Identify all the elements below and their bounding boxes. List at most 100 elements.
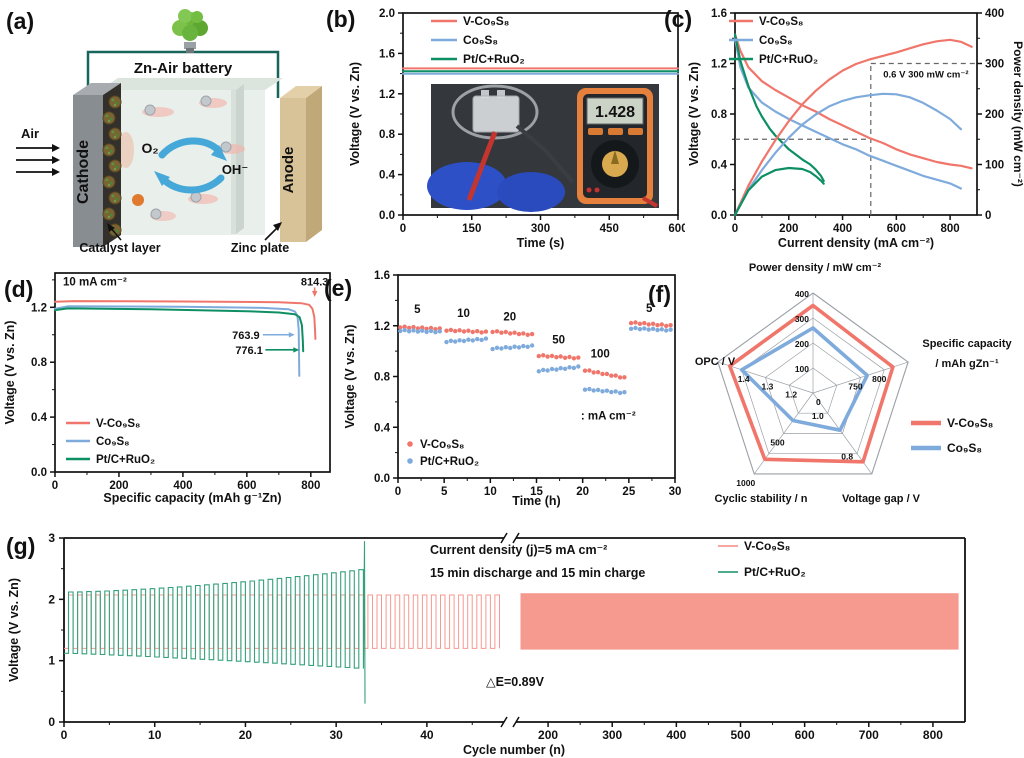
data-point [582,387,588,392]
panel-tag-f: (f) [648,281,671,307]
legend-label: Co₉S₈ [759,35,793,47]
x-tick-label: 800 [923,728,943,742]
multimeter-button [588,128,603,135]
panel-b: 0 150 300 450 600 0.0 0.4 0.8 1.2 1.6 2.0 1.428 V-Co… [345,0,685,255]
legend-label: Pt/C+RuO₂ [96,454,155,466]
data-point [525,344,530,349]
data-point [448,327,454,333]
catalyst-particle [102,111,116,125]
radar-tick-label: 500 [770,437,784,447]
capacity-label: 814.3 [301,276,329,288]
y-axis-title: Voltage (V vs. Zn) [7,578,21,682]
data-point [558,354,563,359]
particle [144,104,156,116]
cycling-curve-green [64,541,366,704]
data-point [587,368,592,373]
panel-d: 0 200 400 600 800 0.0 0.4 0.8 1.2 10 mA cm⁻² 814.3… [0,255,340,510]
orange-particle [132,194,144,206]
speckle [109,213,113,217]
data-point [490,329,495,335]
x-tick-label: 15 [530,486,543,498]
data-curve [733,92,962,217]
data-point [453,328,458,334]
data-point [668,323,673,328]
data-point [664,323,669,329]
legend-label: Pt/C+RuO₂ [759,54,818,66]
data-point [609,389,614,395]
air-arrows: Air [16,126,60,176]
y-tick-label: 0.0 [379,210,395,222]
x-tick-label: 200 [779,223,798,235]
data-point [508,331,513,336]
radar-ring [717,292,909,475]
data-point [508,345,513,351]
particle [200,95,212,107]
data-curve [54,305,301,377]
data-point [628,326,634,331]
x-tick-label: 300 [531,223,550,235]
radar-spoke [717,361,814,394]
data-curve [733,33,973,170]
data-curve [733,166,825,217]
cathode-slab [73,83,122,247]
battery-title: Zn-Air battery [134,60,233,77]
axis-break-mark [500,716,508,728]
cycle-arrow-bottom [158,174,225,194]
speckle [113,199,117,203]
data-point [595,370,601,375]
y-tick-label: 2 [48,592,55,606]
radar-tick-label: 300 [795,314,809,324]
data-point [633,320,638,325]
y-axis-title: Voltage (V vs. Zn) [3,321,17,425]
x-tick-label: 450 [600,223,619,235]
data-curve [54,300,317,340]
y-tick-label: 1 [48,654,55,668]
legend-label: Pt/C+RuO₂ [463,52,525,66]
data-point [646,327,651,332]
legend-swatch [407,441,413,447]
cathode-top [73,83,121,95]
data-point [650,326,656,331]
data-point [604,371,610,377]
bubbles [118,95,245,221]
data-point [554,355,559,360]
o2-label: O₂ [141,140,158,156]
data-point [582,368,588,373]
y-tick-label: 0.8 [374,372,391,384]
bottom-callouts: Catalyst layer Zinc plate [79,222,289,255]
air-arrowhead [52,168,60,176]
legend-label: V-Co₉S₈ [420,439,464,451]
y2-tick-label: 100 [985,160,1004,172]
x-tick-label: 600 [237,480,256,492]
panel-d-chart: 0 200 400 600 800 0.0 0.4 0.8 1.2 10 mA cm⁻² 814.3… [3,272,331,505]
multimeter-button [628,128,643,135]
radar-tick-label: 1000 [736,478,755,488]
data-point [659,327,664,332]
multimeter-reading: 1.428 [595,104,635,121]
reaction-cycle: O₂ OH⁻ [141,137,248,194]
data-point [576,364,581,369]
jack [594,187,600,193]
data-point [591,388,596,393]
bulb-base [184,42,196,49]
multimeter-lcd [586,97,644,125]
speckle [109,117,113,121]
inset-photo: 1.428 [427,84,659,212]
x-tick-label: 10 [484,486,497,498]
speckle [107,183,111,187]
data-point [499,330,504,335]
panel-tag-d: (d) [4,276,34,302]
cell-nub [481,90,489,98]
data-point [622,390,627,395]
callout-arrowhead [273,222,282,231]
catalyst-particle [102,143,116,157]
data-point [503,345,508,350]
speckle [105,178,109,182]
cathode-label: Cathode [75,140,92,204]
radar-series [727,303,895,464]
y-tick-label: 0.0 [31,467,47,479]
data-point [613,389,618,394]
x-tick-label: 700 [859,728,879,742]
y-tick-label: 3 [48,531,55,545]
